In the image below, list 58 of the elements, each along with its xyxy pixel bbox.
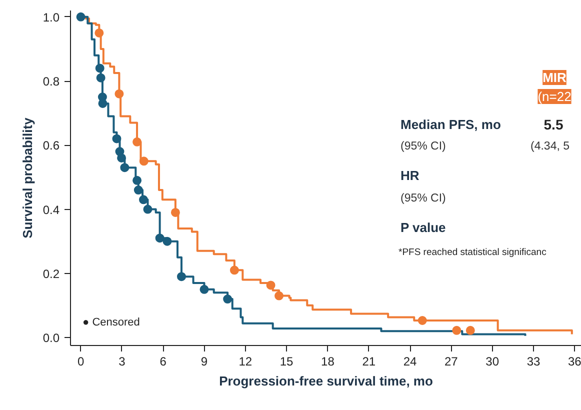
x-tick-label: 21 (362, 354, 376, 368)
point (223, 294, 232, 304)
annotation: 5.5 (544, 116, 564, 132)
annotation: HR (400, 168, 420, 183)
x-tick-label: 12 (238, 354, 252, 368)
point (230, 266, 239, 275)
y-axis-title: Survival probability (20, 116, 35, 238)
x-tick-label: 3 (118, 354, 126, 368)
point (452, 326, 462, 335)
point (162, 236, 172, 246)
point (95, 64, 104, 73)
point (418, 316, 427, 325)
annotation: ● Censored (82, 316, 140, 328)
point (266, 280, 276, 290)
annotation: P value (400, 220, 446, 235)
annotation: MIR (542, 70, 568, 85)
y-tick-label: 0.4 (42, 202, 60, 217)
annotation: (4.34, 5 (530, 140, 570, 152)
point (76, 12, 86, 22)
point (274, 291, 284, 300)
x-tick-label: 0 (77, 354, 84, 368)
x-tick-label: 33 (526, 354, 540, 368)
point (176, 272, 186, 282)
point (114, 89, 124, 98)
x-tick-label: 30 (486, 354, 500, 368)
y-tick-label: 0.2 (42, 266, 60, 281)
annotation: (95% CI) (400, 140, 446, 152)
point (170, 208, 180, 217)
point (155, 234, 164, 243)
point (117, 153, 126, 162)
y-tick-label: 0.6 (42, 138, 60, 153)
point (120, 163, 130, 172)
point (96, 73, 106, 82)
point (112, 134, 122, 144)
x-tick-label: 36 (568, 354, 581, 368)
point (94, 28, 104, 38)
point (134, 186, 143, 195)
point (200, 284, 209, 294)
annotation: (n=22 (538, 89, 572, 104)
point (466, 326, 475, 335)
point (143, 204, 152, 214)
annotation: *PFS reached statistical significanc (398, 247, 547, 258)
y-tick-label: 1.0 (42, 10, 60, 24)
x-tick-label: 27 (444, 354, 458, 368)
point (132, 176, 142, 185)
annotation: (95% CI) (400, 192, 446, 204)
point (139, 156, 148, 166)
x-tick-label: 15 (280, 354, 294, 368)
annotation: Median PFS, mo (400, 117, 501, 132)
x-tick-label: 18 (321, 354, 335, 368)
x-axis-title: Progression-free survival time, mo (219, 374, 433, 388)
x-tick-label: 9 (200, 354, 208, 368)
x-tick-label: 6 (160, 354, 167, 368)
x-tick-label: 24 (403, 354, 418, 368)
y-tick-label: 0.0 (42, 330, 60, 345)
point (132, 137, 142, 146)
y-tick-label: 0.8 (42, 74, 60, 89)
point (138, 195, 148, 204)
